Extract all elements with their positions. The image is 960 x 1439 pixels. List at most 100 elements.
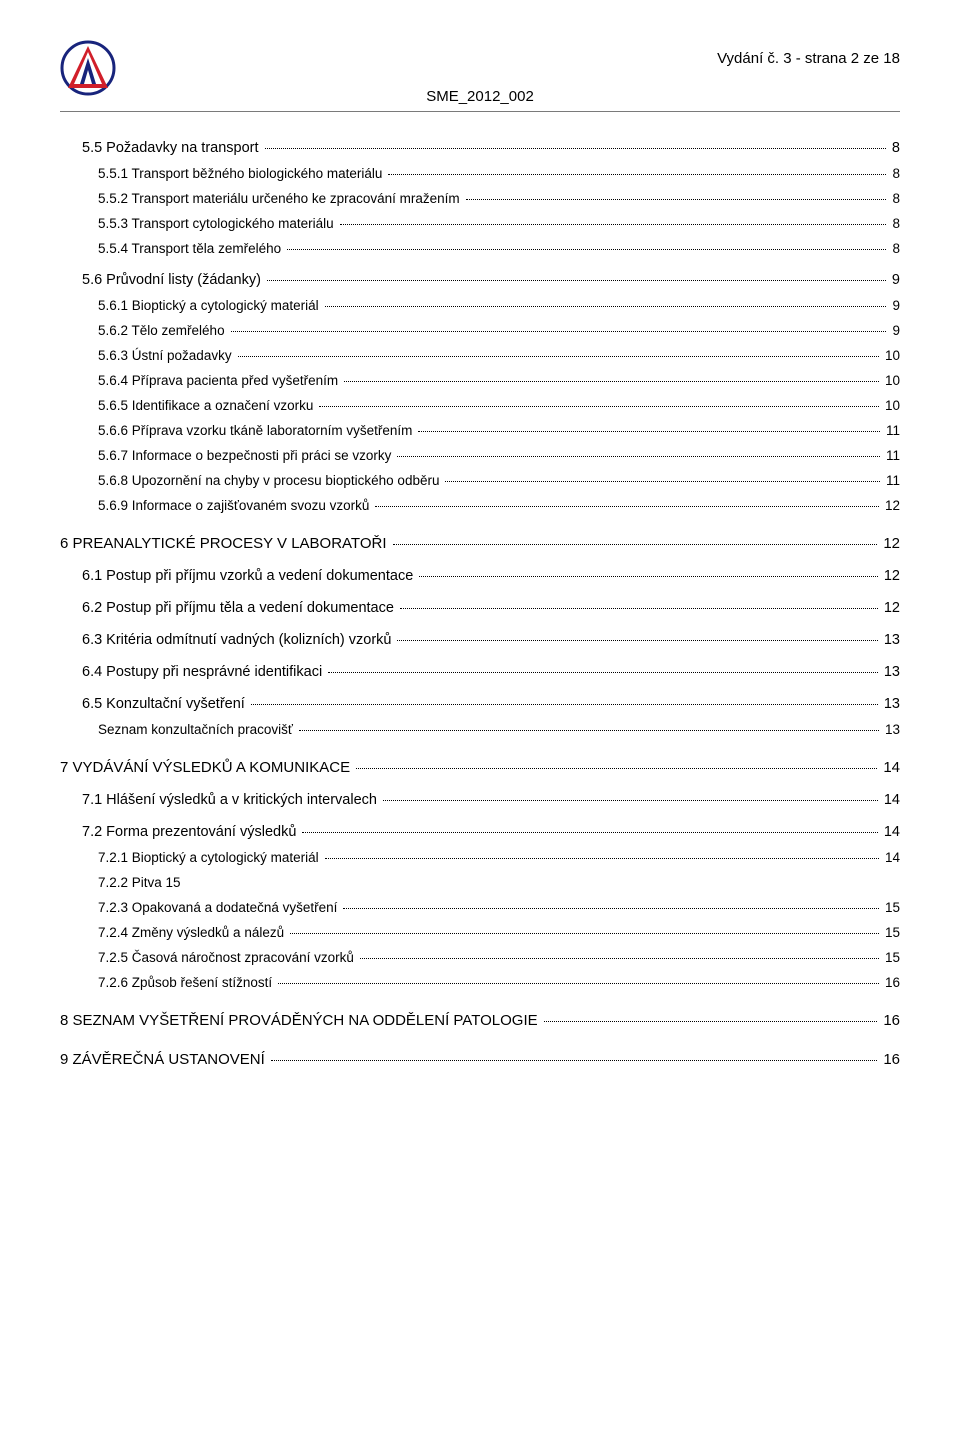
toc-leader-dots <box>418 431 880 432</box>
toc-entry: 7.2.5 Časová náročnost zpracování vzorků… <box>60 950 900 965</box>
page-meta: Vydání č. 3 - strana 2 ze 18 <box>717 50 900 67</box>
toc-entry: 5.6.6 Příprava vzorku tkáně laboratorním… <box>60 423 900 438</box>
toc-entry-label: 5.6.3 Ústní požadavky <box>98 348 236 363</box>
toc-entry: 7.2.3 Opakovaná a dodatečná vyšetření 15 <box>60 900 900 915</box>
toc-entry-page: 11 <box>882 473 900 488</box>
toc-entry-page: 15 <box>881 925 900 940</box>
toc-entry-label: 7.2.6 Způsob řešení stížností <box>98 975 276 990</box>
toc-entry-page: 15 <box>881 900 900 915</box>
toc-entry-label: 5.6.6 Příprava vzorku tkáně laboratorním… <box>98 423 416 438</box>
toc-entry-page: 8 <box>888 191 900 206</box>
toc-entry-label: 7.2.5 Časová náročnost zpracování vzorků <box>98 950 358 965</box>
toc-entry-page: 13 <box>880 696 900 712</box>
toc-entry: 5.5.4 Transport těla zemřelého8 <box>60 241 900 256</box>
toc-leader-dots <box>278 983 879 984</box>
toc-leader-dots <box>344 381 879 382</box>
logo-icon <box>60 40 116 96</box>
toc-leader-dots <box>287 249 886 250</box>
toc-entry-page: 8 <box>888 140 900 156</box>
toc-entry-label: 6.4 Postupy při nesprávné identifikaci <box>82 664 326 680</box>
toc-entry-page: 12 <box>880 568 900 584</box>
toc-leader-dots <box>419 576 878 577</box>
toc-entry-page: 15 <box>881 950 900 965</box>
toc-entry-label: 5.6.9 Informace o zajišťovaném svozu vzo… <box>98 498 373 513</box>
toc-entry: 6.5 Konzultační vyšetření 13 <box>60 696 900 712</box>
toc-entry-label: 6.2 Postup při příjmu těla a vedení doku… <box>82 600 398 616</box>
page-header: SME_2012_002 Vydání č. 3 - strana 2 ze 1… <box>60 40 900 112</box>
toc-entry-page: 14 <box>881 850 900 865</box>
toc-leader-dots <box>356 768 877 769</box>
toc-entry-label: 5.6.2 Tělo zemřelého <box>98 323 229 338</box>
toc-leader-dots <box>397 456 880 457</box>
toc-entry-label: 7.2.3 Opakovaná a dodatečná vyšetření <box>98 900 341 915</box>
toc-entry: 5.6.9 Informace o zajišťovaném svozu vzo… <box>60 498 900 513</box>
toc-entry: 7.2.6 Způsob řešení stížností16 <box>60 975 900 990</box>
toc-entry: 5.6.2 Tělo zemřelého9 <box>60 323 900 338</box>
toc-entry-page: 14 <box>880 824 900 840</box>
toc-entry: 5.5.1 Transport běžného biologického mat… <box>60 166 900 181</box>
toc-entry: 5.6.7 Informace o bezpečnosti při práci … <box>60 448 900 463</box>
toc-entry-label: 6.3 Kritéria odmítnutí vadných (kolizníc… <box>82 632 395 648</box>
toc-leader-dots <box>251 704 878 705</box>
toc-leader-dots <box>360 958 879 959</box>
toc-entry-label: 7 VYDÁVÁNÍ VÝSLEDKŮ A KOMUNIKACE <box>60 759 354 776</box>
toc-entry-label: 6 PREANALYTICKÉ PROCESY V LABORATOŘI <box>60 535 391 552</box>
toc-entry: 7.2.2 Pitva 15 <box>60 875 900 890</box>
toc-entry-page: 13 <box>880 632 900 648</box>
toc-leader-dots <box>445 481 880 482</box>
toc-entry-label: 6.5 Konzultační vyšetření <box>82 696 249 712</box>
toc-leader-dots <box>265 148 886 149</box>
toc-entry-label: 5.6.1 Bioptický a cytologický materiál <box>98 298 323 313</box>
toc-entry-page: 9 <box>888 272 900 288</box>
toc-entry-page: 13 <box>880 664 900 680</box>
toc-entry: 6.2 Postup při příjmu těla a vedení doku… <box>60 600 900 616</box>
toc-leader-dots <box>271 1060 878 1061</box>
toc-entry: 5.5.3 Transport cytologického materiálu8 <box>60 216 900 231</box>
toc-entry: 6.1 Postup při příjmu vzorků a vedení do… <box>60 568 900 584</box>
toc-leader-dots <box>393 544 878 545</box>
toc-entry-label: 9 ZÁVĚREČNÁ USTANOVENÍ <box>60 1051 269 1068</box>
toc-entry-label: 5.6.4 Příprava pacienta před vyšetřením <box>98 373 342 388</box>
toc-entry: 8 SEZNAM VYŠETŘENÍ PROVÁDĚNÝCH NA ODDĚLE… <box>60 1012 900 1029</box>
toc-entry: 5.6.4 Příprava pacienta před vyšetřením1… <box>60 373 900 388</box>
toc-entry-label: 7.1 Hlášení výsledků a v kritických inte… <box>82 792 381 808</box>
toc-entry: 7 VYDÁVÁNÍ VÝSLEDKŮ A KOMUNIKACE 14 <box>60 759 900 776</box>
toc-entry-page: 12 <box>879 535 900 552</box>
toc-entry: 7.2.4 Změny výsledků a nálezů 15 <box>60 925 900 940</box>
toc-entry-label: 5.5.3 Transport cytologického materiálu <box>98 216 338 231</box>
toc-entry: 5.6 Průvodní listy (žádanky) 9 <box>60 272 900 288</box>
table-of-contents: 5.5 Požadavky na transport85.5.1 Transpo… <box>60 140 900 1068</box>
toc-entry: 5.6.1 Bioptický a cytologický materiál 9 <box>60 298 900 313</box>
document-id: SME_2012_002 <box>426 88 534 105</box>
toc-leader-dots <box>544 1021 878 1022</box>
toc-leader-dots <box>466 199 887 200</box>
toc-entry-label: Seznam konzultačních pracovišť <box>98 722 297 737</box>
toc-entry-page: 10 <box>881 348 900 363</box>
toc-entry-label: 7.2.1 Bioptický a cytologický materiál <box>98 850 323 865</box>
toc-entry-label: 6.1 Postup při příjmu vzorků a vedení do… <box>82 568 417 584</box>
toc-entry-label: 7.2 Forma prezentování výsledků <box>82 824 300 840</box>
toc-entry: 7.2.1 Bioptický a cytologický materiál 14 <box>60 850 900 865</box>
toc-entry-label: 5.6 Průvodní listy (žádanky) <box>82 272 265 288</box>
toc-entry: 7.1 Hlášení výsledků a v kritických inte… <box>60 792 900 808</box>
toc-leader-dots <box>299 730 879 731</box>
toc-entry-page: 14 <box>879 759 900 776</box>
toc-entry-page: 14 <box>880 792 900 808</box>
toc-entry-label: 7.2.4 Změny výsledků a nálezů <box>98 925 288 940</box>
toc-entry-page: 8 <box>888 166 900 181</box>
toc-leader-dots <box>340 224 887 225</box>
toc-leader-dots <box>290 933 879 934</box>
document-page: SME_2012_002 Vydání č. 3 - strana 2 ze 1… <box>0 0 960 1114</box>
toc-leader-dots <box>267 280 886 281</box>
toc-leader-dots <box>238 356 879 357</box>
toc-entry-page: 8 <box>888 241 900 256</box>
toc-leader-dots <box>388 174 886 175</box>
toc-leader-dots <box>325 858 879 859</box>
toc-leader-dots <box>343 908 879 909</box>
toc-entry: 6.4 Postupy při nesprávné identifikaci 13 <box>60 664 900 680</box>
toc-entry-page: 9 <box>888 298 900 313</box>
toc-entry: 7.2 Forma prezentování výsledků 14 <box>60 824 900 840</box>
toc-entry-page: 11 <box>882 448 900 463</box>
toc-leader-dots <box>397 640 877 641</box>
toc-leader-dots <box>325 306 887 307</box>
